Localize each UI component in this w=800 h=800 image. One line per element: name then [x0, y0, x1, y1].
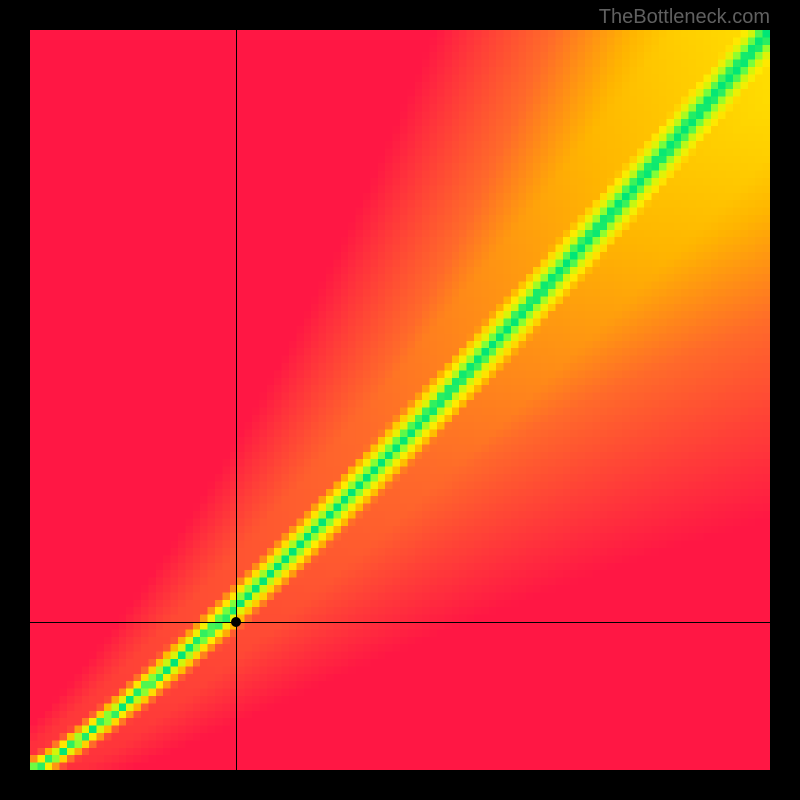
- watermark-text: TheBottleneck.com: [599, 6, 770, 29]
- heatmap-canvas: [30, 30, 770, 770]
- crosshair-horizontal: [30, 622, 770, 623]
- crosshair-marker: [231, 617, 241, 627]
- heatmap-plot: [30, 30, 770, 770]
- crosshair-vertical: [236, 30, 237, 770]
